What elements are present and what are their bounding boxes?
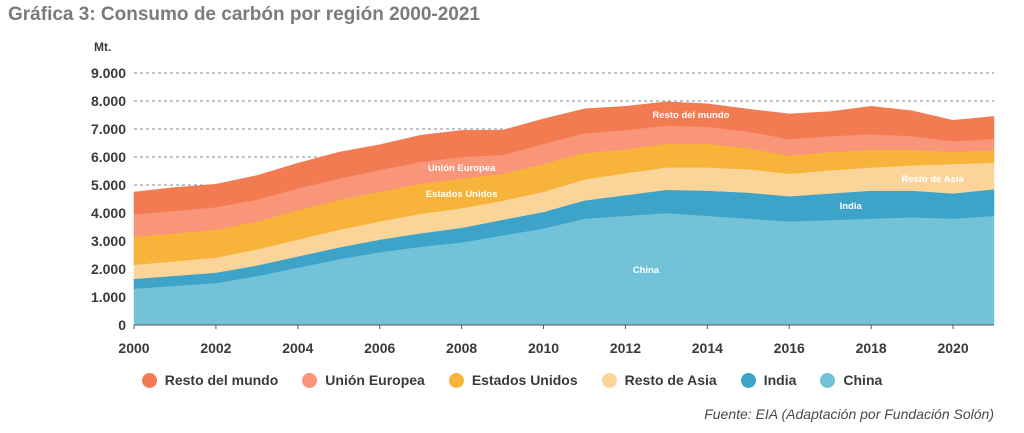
y-tick-label: 9.000: [91, 65, 126, 81]
y-tick-label: 3.000: [91, 233, 126, 249]
area-label-layer: Resto del mundo Unión Europea Estados Unid…: [426, 110, 965, 276]
x-tick-label: 2012: [610, 340, 641, 356]
legend-label: Resto de Asia: [624, 372, 717, 388]
legend-swatch: [448, 372, 464, 388]
legend-label: India: [763, 372, 797, 388]
legend-item-india: India: [740, 372, 797, 388]
area-label-india: India: [840, 201, 863, 212]
y-tick-label: 7.000: [91, 121, 126, 137]
area-label-resto-del-mundo: Resto del mundo: [652, 110, 729, 121]
legend-label: Resto del mundo: [164, 372, 279, 388]
legend-label: Unión Europea: [325, 372, 425, 388]
legend-swatch: [141, 372, 157, 388]
y-tick-label: 5.000: [91, 177, 126, 193]
legend-swatch: [601, 372, 617, 388]
axis-layer: 0 1.000 2.000 3.000 4.000 5.000 6.000 7.000 8.00…: [91, 65, 994, 356]
legend-swatch: [302, 372, 318, 388]
area-label-resto-de-asia: Resto de Asia: [901, 174, 964, 185]
area-label-estados-unidos: Estados Unidos: [426, 189, 498, 200]
y-tick-label: 8.000: [91, 93, 126, 109]
y-tick-label: 2.000: [91, 261, 126, 277]
x-tick-label: 2000: [118, 340, 149, 356]
legend-item-estados-unidos: Estados Unidos: [448, 372, 578, 388]
legend-item-resto-del-mundo: Resto del mundo: [141, 372, 279, 388]
chart-title: Gráfica 3: Consumo de carbón por región …: [8, 4, 480, 25]
legend-item-china: China: [820, 372, 882, 388]
y-unit-label: Mt.: [94, 40, 111, 54]
legend-label: Estados Unidos: [471, 372, 578, 388]
area-series-resto-del-mundo: [133, 101, 995, 215]
area-label-china: China: [633, 265, 660, 276]
legend-swatch: [820, 372, 836, 388]
x-tick-label: 2004: [282, 340, 313, 356]
area-layer: [133, 101, 995, 326]
x-tick-label: 2008: [446, 340, 477, 356]
x-tick-label: 2002: [200, 340, 231, 356]
legend-item-resto-de-asia: Resto de Asia: [601, 372, 717, 388]
area-label-union-europea: Unión Europea: [428, 163, 496, 174]
y-tick-label: 0: [118, 317, 126, 333]
legend-label: China: [843, 372, 883, 388]
x-tick-label: 2010: [528, 340, 559, 356]
source-note: Fuente: EIA (Adaptación por Fundación So…: [704, 406, 994, 422]
legend-item-union-europea: Unión Europea: [302, 372, 425, 388]
x-tick-label: 2020: [937, 340, 968, 356]
y-tick-label: 4.000: [91, 205, 126, 221]
x-tick-label: 2014: [692, 340, 723, 356]
x-tick-label: 2006: [364, 340, 395, 356]
x-tick-label: 2018: [856, 340, 887, 356]
y-tick-label: 6.000: [91, 149, 126, 165]
legend-swatch: [740, 372, 756, 388]
x-tick-label: 2016: [774, 340, 805, 356]
y-tick-label: 1.000: [91, 289, 126, 305]
legend: Resto del mundo Unión Europea Estados Unid…: [0, 372, 1024, 388]
